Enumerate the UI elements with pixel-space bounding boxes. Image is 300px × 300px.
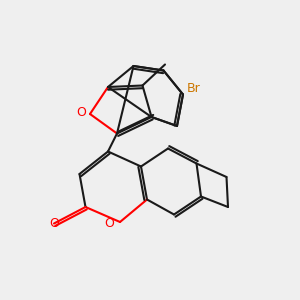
Text: O: O (76, 106, 86, 119)
Text: Br: Br (187, 82, 200, 95)
Text: O: O (49, 217, 59, 230)
Text: O: O (105, 217, 114, 230)
